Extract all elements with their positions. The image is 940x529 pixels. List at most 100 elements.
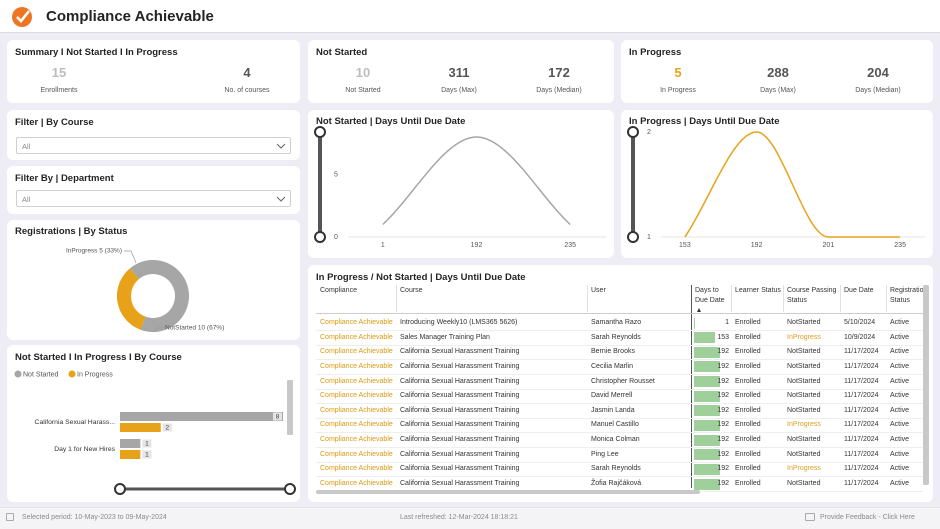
kpi-label: Enrollments xyxy=(40,87,78,94)
data-bar xyxy=(694,361,720,373)
cell: California Sexual Harassment Training xyxy=(400,362,520,370)
not-started-card: Not Started 10 Not Started 311 Days (Max) 172… xyxy=(308,40,614,103)
sort-indicator xyxy=(697,308,701,312)
kpi-value: 10 xyxy=(355,65,371,80)
cell: NotStarted xyxy=(787,392,821,400)
filter-title: Filter | By Course xyxy=(15,117,94,128)
header-bar: Compliance Achievable xyxy=(0,0,940,33)
y-tick-label: 1 xyxy=(647,234,651,241)
category-label: Day 1 for New Hires xyxy=(54,446,115,453)
cell: California Sexual Harassment Training xyxy=(400,406,520,414)
row-border xyxy=(316,432,923,434)
cell: 192 xyxy=(717,348,729,356)
data-bar xyxy=(694,463,720,475)
kpi-label: Days (Max) xyxy=(441,87,477,94)
data-bar xyxy=(694,332,715,344)
cell: Manuel Castillo xyxy=(591,421,639,429)
cell: David Merrell xyxy=(591,392,633,400)
page-title: Compliance Achievable xyxy=(46,8,214,25)
dropdown-value: All xyxy=(22,195,31,204)
cell: Compliance Achievable xyxy=(320,450,393,458)
kpi-value: 172 xyxy=(548,65,570,80)
donut-slice xyxy=(116,268,146,330)
x-tick-label: 201 xyxy=(823,242,835,249)
cell: NotStarted xyxy=(787,362,821,370)
legend-label: Not Started xyxy=(23,371,59,378)
row-border xyxy=(316,373,923,375)
chevron-path xyxy=(276,196,286,202)
y-tick-label: 2 xyxy=(647,129,651,136)
dropdown[interactable]: All xyxy=(16,190,291,207)
data-label: 1 xyxy=(145,441,149,448)
donut-slice xyxy=(129,260,189,332)
dropdown[interactable]: All xyxy=(16,137,291,154)
feedback-link[interactable]: Provide Feedback - Click Here xyxy=(820,514,915,521)
dropdown-value: All xyxy=(22,142,31,151)
donut-card: Registrations | By Status NotStarted 10 (… xyxy=(7,220,300,340)
filter-title: Filter By | Department xyxy=(15,173,114,184)
cell: 10/9/2024 xyxy=(844,333,876,341)
y-tick-label: 5 xyxy=(334,171,338,178)
data-label: 2 xyxy=(165,425,169,432)
cell: NotStarted xyxy=(787,436,821,444)
cell: Active xyxy=(890,465,910,473)
cell: Sarah Reynolds xyxy=(591,465,641,473)
cell: Ping Lee xyxy=(591,450,619,458)
cell: InProgress xyxy=(787,421,821,429)
slider-handle xyxy=(114,483,126,495)
cell: Active xyxy=(890,319,910,326)
cell: Enrolled xyxy=(735,333,761,341)
line-card: Not Started | Days Until Due Date 0 5 1 192 2… xyxy=(308,110,614,258)
line xyxy=(684,131,901,238)
cell: Enrolled xyxy=(735,406,761,414)
cell: 192 xyxy=(717,436,729,444)
column-header: Course Passing Status xyxy=(787,287,837,304)
cell: Active xyxy=(890,348,910,356)
row-border xyxy=(316,417,923,419)
cell: California Sexual Harassment Training xyxy=(400,377,520,385)
period-icon xyxy=(6,513,14,521)
card-title: Summary I Not Started I In Progress xyxy=(15,47,178,58)
line-svg: 1 2 153 192 201 235 xyxy=(627,126,925,249)
card-title: In Progress xyxy=(629,47,682,58)
cell: Sarah Reynolds xyxy=(591,333,641,341)
line xyxy=(382,136,571,226)
data-bar xyxy=(694,449,720,461)
cell: 192 xyxy=(717,421,729,429)
row-border xyxy=(316,344,923,346)
cell: NotStarted xyxy=(787,348,821,356)
cell: Compliance Achievable xyxy=(320,392,393,400)
cell: 11/17/2024 xyxy=(844,450,879,458)
cell: Active xyxy=(890,480,910,488)
slider-handle xyxy=(627,231,639,243)
data-label: NotStarted 10 (67%) xyxy=(165,325,224,332)
v-scrollbar xyxy=(923,285,929,485)
legend-swatch xyxy=(68,370,76,378)
kpi-label: Not Started xyxy=(345,87,381,94)
cell: Christopher Rousset xyxy=(591,377,655,385)
donut-svg: NotStarted 10 (67%) InProgress 5 (33%) xyxy=(66,248,224,333)
cell: 5/10/2024 xyxy=(844,319,876,326)
kpi-value: 5 xyxy=(674,65,682,80)
row-border xyxy=(316,403,923,405)
kpi-label: Days (Max) xyxy=(760,87,796,94)
data-label: InProgress 5 (33%) xyxy=(66,248,122,255)
cell: California Sexual Harassment Training xyxy=(400,421,520,429)
cell: Compliance Achievable xyxy=(320,421,393,429)
x-tick-label: 192 xyxy=(751,242,763,249)
chevron-path xyxy=(276,143,286,149)
cell: Samantha Razo xyxy=(591,319,642,326)
kpi-value: 311 xyxy=(448,65,470,80)
cell: Compliance Achievable xyxy=(320,480,393,488)
data-label-box xyxy=(142,450,152,459)
cell: California Sexual Harassment Training xyxy=(400,450,520,458)
cell: Enrolled xyxy=(735,392,761,400)
bar xyxy=(120,423,161,432)
slider-handle xyxy=(627,126,639,138)
cell: 192 xyxy=(717,450,729,458)
chart-title: Not Started I In Progress I By Course xyxy=(15,352,182,363)
row-border xyxy=(316,330,923,331)
cell: Compliance Achievable xyxy=(320,362,393,370)
column-header: Registration Status xyxy=(890,287,926,304)
